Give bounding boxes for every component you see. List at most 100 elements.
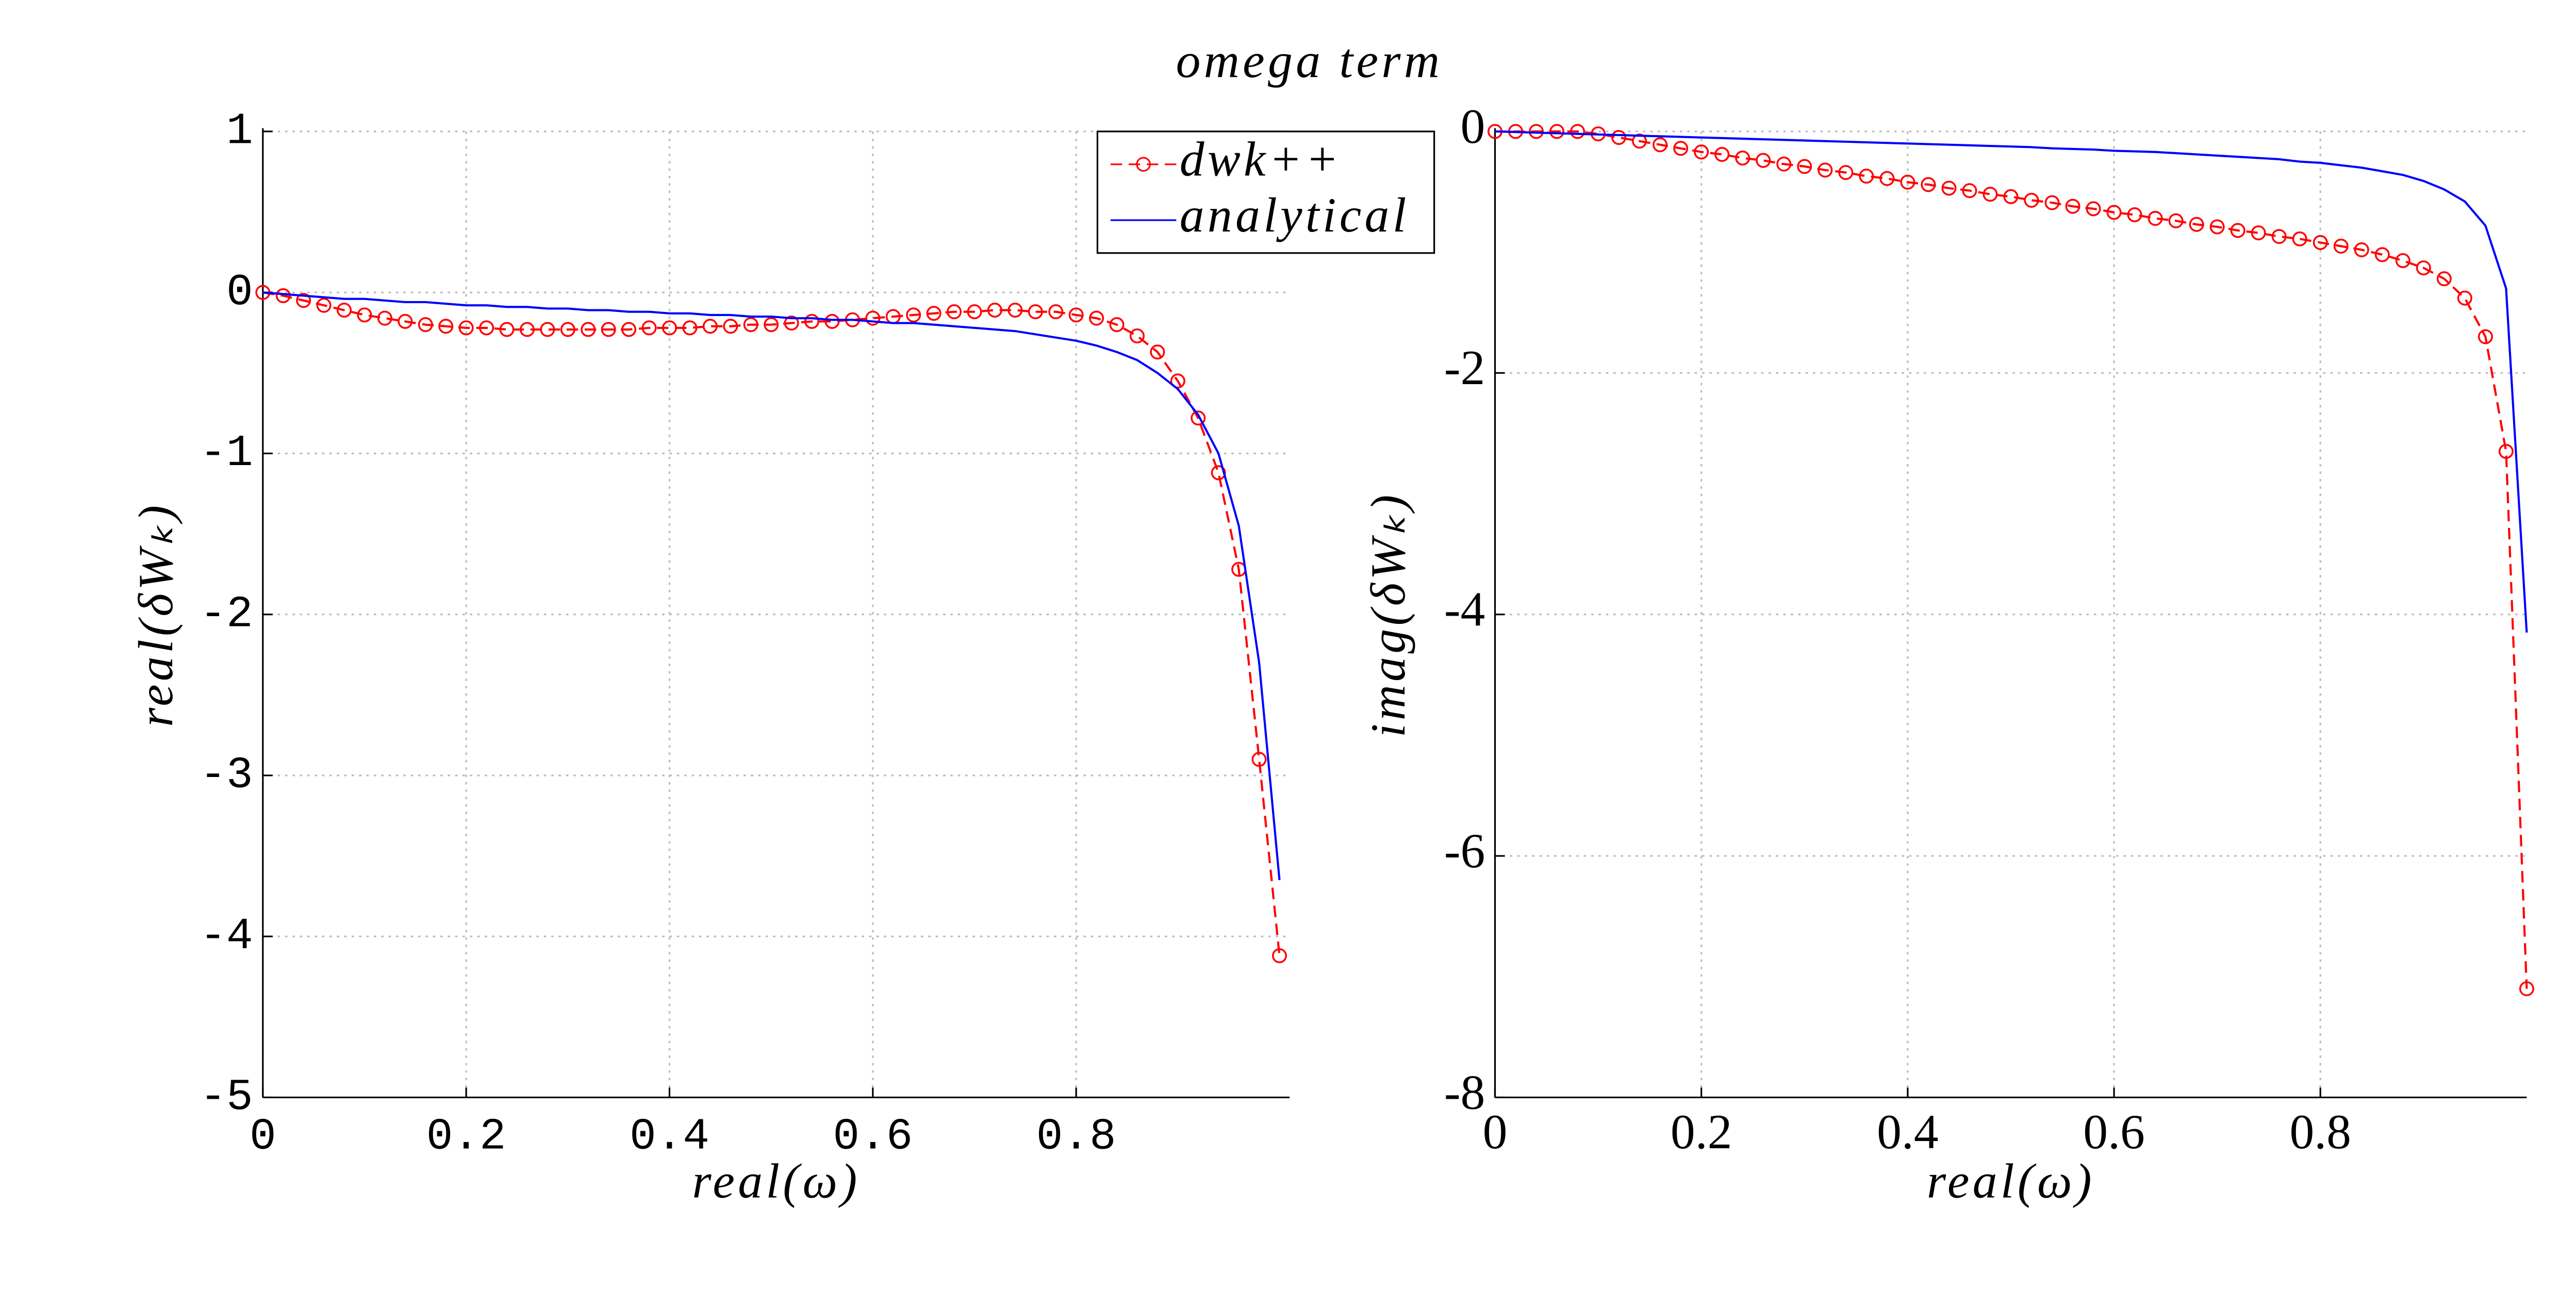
data-point (743, 317, 758, 333)
data-point (1150, 344, 1165, 360)
data-point (641, 320, 657, 336)
x-tick-label: 0 (1483, 1104, 1508, 1159)
data-point (1818, 162, 1833, 178)
data-point (418, 317, 433, 333)
data-point (1962, 183, 1977, 199)
y-tick-label: -3 (200, 750, 253, 801)
data-point (987, 303, 1002, 318)
y-tick-label: -5 (200, 1072, 253, 1122)
data-point (1653, 137, 1668, 153)
data-point (804, 313, 819, 329)
data-point (2189, 217, 2204, 232)
y-tick-label: -2 (200, 589, 253, 639)
data-point (621, 322, 637, 337)
y-tick-label: -4 (1444, 582, 1485, 637)
legend-box (1096, 130, 1435, 254)
data-point (926, 306, 942, 321)
data-point (1089, 310, 1104, 326)
data-point (2086, 201, 2101, 217)
data-point (1611, 130, 1627, 145)
data-point (2065, 199, 2080, 214)
data-point (1570, 124, 1586, 139)
y-tick-label: -6 (1444, 823, 1485, 878)
data-point (1632, 134, 1647, 149)
data-point (540, 322, 555, 337)
y-axis-label: real(δWₖ) (128, 502, 183, 727)
data-point (2003, 189, 2019, 204)
legend-label: analytical (1180, 188, 1410, 242)
data-point (1549, 124, 1565, 139)
series-line (1495, 130, 2528, 989)
data-point (2478, 329, 2493, 344)
data-point (1921, 177, 1936, 192)
x-tick-label: 0.6 (833, 1112, 913, 1162)
data-point (906, 307, 921, 323)
data-point (2292, 231, 2307, 246)
x-tick-label: 0.6 (2083, 1104, 2144, 1159)
data-point (2457, 290, 2472, 306)
legend-label: dwk++ (1180, 132, 1342, 187)
data-point (1272, 948, 1287, 964)
data-point (2395, 253, 2410, 269)
data-point (1776, 156, 1792, 172)
data-point (377, 310, 392, 326)
series-line (262, 291, 1281, 956)
x-tick-label: 0.4 (1877, 1104, 1938, 1159)
data-point (2251, 225, 2266, 241)
data-point (1879, 171, 1895, 186)
x-tick-label: 0.2 (1671, 1104, 1732, 1159)
y-tick-label: 0 (1461, 99, 1485, 154)
data-point (764, 317, 779, 333)
y-tick-label: 0 (226, 267, 253, 318)
data-point (1673, 141, 1689, 156)
data-point (357, 307, 372, 323)
data-point (682, 320, 698, 336)
data-point (1694, 144, 1709, 160)
data-point (1735, 150, 1751, 166)
data-point (1129, 328, 1145, 343)
data-point (1028, 304, 1043, 320)
data-point (2168, 213, 2184, 228)
data-point (967, 304, 982, 320)
data-point (337, 303, 352, 318)
legend: dwk++analytical (1096, 130, 1435, 254)
data-point (784, 316, 799, 331)
data-point (2498, 444, 2514, 459)
series-line (1495, 130, 2528, 633)
data-point (662, 320, 677, 336)
data-point (1983, 187, 1998, 202)
data-point (438, 319, 454, 334)
data-point (499, 322, 515, 337)
data-point (2333, 238, 2349, 254)
data-point (1170, 373, 1185, 389)
data-point (1900, 174, 1916, 190)
data-point (1756, 153, 1771, 168)
data-point (560, 322, 575, 337)
data-point (947, 304, 962, 320)
x-tick-label: 0.8 (1036, 1112, 1116, 1162)
data-point (2024, 192, 2039, 208)
data-point (1008, 303, 1023, 318)
data-point (1068, 307, 1084, 323)
data-point (2044, 195, 2060, 210)
data-point (865, 310, 881, 326)
data-point (2354, 242, 2369, 257)
data-point (316, 298, 332, 313)
data-point (702, 319, 718, 334)
data-point (2230, 223, 2245, 238)
y-tick-label: -1 (200, 428, 253, 478)
data-point (824, 313, 840, 329)
data-point (1838, 165, 1854, 180)
x-tick-label: 0.2 (426, 1112, 506, 1162)
y-tick-label: -4 (200, 911, 253, 962)
y-tick-label: 1 (226, 106, 253, 157)
data-point (519, 322, 535, 337)
x-axis-label: real(ω) (692, 1153, 860, 1208)
data-point (1797, 159, 1812, 174)
data-point (1211, 465, 1226, 481)
figure-title: omega term (1176, 33, 1443, 88)
data-point (2374, 247, 2390, 262)
data-point (1109, 317, 1125, 333)
data-point (1191, 410, 1206, 426)
